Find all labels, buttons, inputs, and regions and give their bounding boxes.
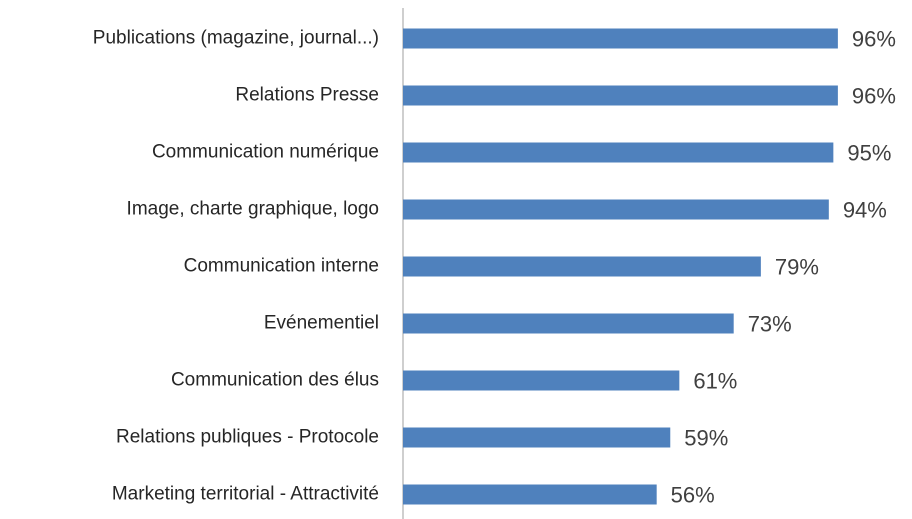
- category-label: Communication interne: [184, 256, 379, 277]
- value-label: 73%: [748, 311, 792, 336]
- category-label: Image, charte graphique, logo: [127, 199, 379, 220]
- bar: [403, 28, 838, 49]
- bar: [403, 142, 834, 163]
- category-label: Evénementiel: [264, 313, 379, 334]
- value-label: 56%: [671, 482, 715, 507]
- value-label: 96%: [852, 83, 896, 108]
- category-label: Communication numérique: [152, 142, 379, 163]
- value-label: 95%: [847, 140, 891, 165]
- category-label: Relations publiques - Protocole: [116, 427, 379, 448]
- bar: [403, 427, 671, 448]
- category-label: Marketing territorial - Attractivité: [112, 484, 379, 505]
- category-label: Communication des élus: [171, 370, 379, 391]
- bar: [403, 85, 838, 106]
- bar: [403, 199, 829, 220]
- value-label: 59%: [684, 425, 728, 450]
- bar: [403, 313, 734, 334]
- category-label: Publications (magazine, journal...): [93, 28, 379, 49]
- bar: [403, 370, 680, 391]
- value-label: 79%: [775, 254, 819, 279]
- value-label: 61%: [693, 368, 737, 393]
- bar: [403, 256, 761, 277]
- bar: [403, 484, 657, 505]
- value-label: 96%: [852, 26, 896, 51]
- category-label: Relations Presse: [235, 85, 379, 106]
- value-label: 94%: [843, 197, 887, 222]
